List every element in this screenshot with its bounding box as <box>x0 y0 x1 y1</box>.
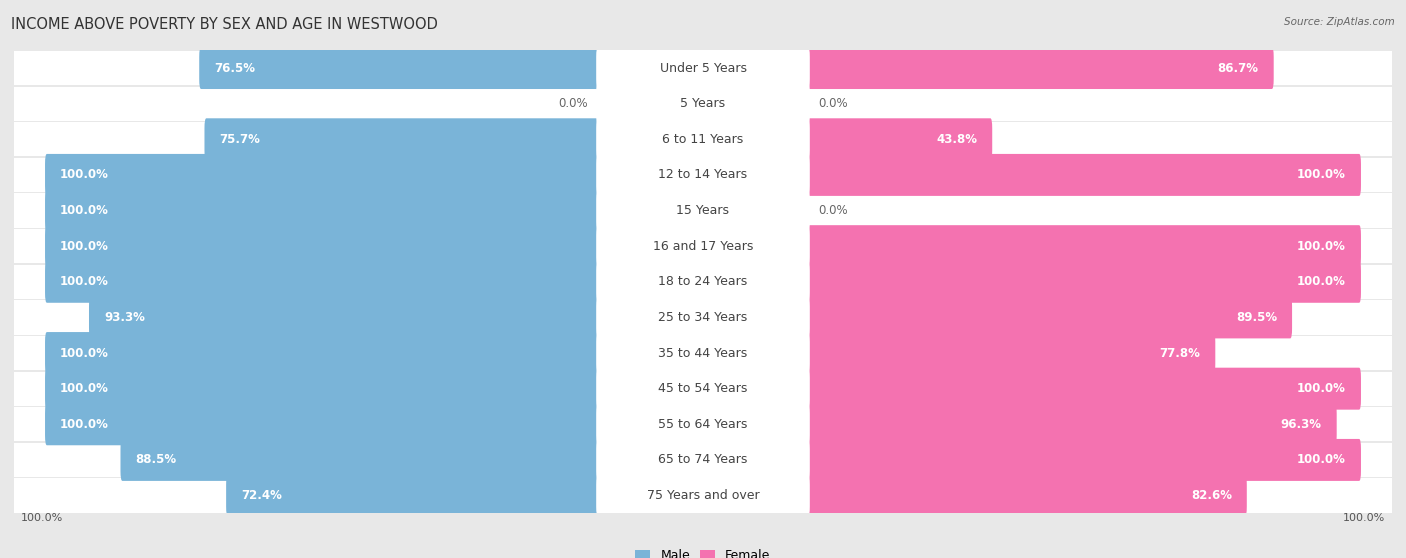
FancyBboxPatch shape <box>702 296 1292 338</box>
FancyBboxPatch shape <box>596 47 810 89</box>
Text: INCOME ABOVE POVERTY BY SEX AND AGE IN WESTWOOD: INCOME ABOVE POVERTY BY SEX AND AGE IN W… <box>11 17 439 32</box>
FancyBboxPatch shape <box>702 261 1361 303</box>
Text: 100.0%: 100.0% <box>1298 240 1346 253</box>
FancyBboxPatch shape <box>596 154 810 196</box>
FancyBboxPatch shape <box>596 368 810 410</box>
FancyBboxPatch shape <box>45 261 704 303</box>
FancyBboxPatch shape <box>702 474 1247 517</box>
FancyBboxPatch shape <box>45 154 704 196</box>
FancyBboxPatch shape <box>702 154 1361 196</box>
Text: 65 to 74 Years: 65 to 74 Years <box>658 454 748 466</box>
Bar <box>14 407 1392 441</box>
Text: 100.0%: 100.0% <box>60 418 108 431</box>
FancyBboxPatch shape <box>596 190 810 232</box>
FancyBboxPatch shape <box>596 474 810 517</box>
FancyBboxPatch shape <box>702 368 1361 410</box>
FancyBboxPatch shape <box>702 439 1361 481</box>
Bar <box>14 443 1392 477</box>
Text: 100.0%: 100.0% <box>1298 382 1346 395</box>
Legend: Male, Female: Male, Female <box>630 544 776 558</box>
Text: 75 Years and over: 75 Years and over <box>647 489 759 502</box>
Text: 100.0%: 100.0% <box>60 347 108 359</box>
FancyBboxPatch shape <box>45 368 704 410</box>
FancyBboxPatch shape <box>702 225 1361 267</box>
FancyBboxPatch shape <box>121 439 704 481</box>
Text: 75.7%: 75.7% <box>219 133 260 146</box>
FancyBboxPatch shape <box>200 47 704 89</box>
Text: 25 to 34 Years: 25 to 34 Years <box>658 311 748 324</box>
Text: 77.8%: 77.8% <box>1160 347 1201 359</box>
Bar <box>14 336 1392 370</box>
Bar <box>14 122 1392 156</box>
Text: 55 to 64 Years: 55 to 64 Years <box>658 418 748 431</box>
Text: Under 5 Years: Under 5 Years <box>659 61 747 75</box>
Text: 6 to 11 Years: 6 to 11 Years <box>662 133 744 146</box>
Text: 88.5%: 88.5% <box>135 454 177 466</box>
Bar <box>14 86 1392 121</box>
Text: Source: ZipAtlas.com: Source: ZipAtlas.com <box>1284 17 1395 27</box>
Text: 93.3%: 93.3% <box>104 311 145 324</box>
Text: 43.8%: 43.8% <box>936 133 977 146</box>
Text: 15 Years: 15 Years <box>676 204 730 217</box>
FancyBboxPatch shape <box>45 190 704 232</box>
FancyBboxPatch shape <box>596 439 810 481</box>
FancyBboxPatch shape <box>596 118 810 160</box>
Text: 100.0%: 100.0% <box>1343 513 1385 523</box>
Bar <box>14 194 1392 228</box>
Text: 72.4%: 72.4% <box>240 489 283 502</box>
Text: 100.0%: 100.0% <box>60 169 108 181</box>
FancyBboxPatch shape <box>596 225 810 267</box>
FancyBboxPatch shape <box>226 474 704 517</box>
FancyBboxPatch shape <box>702 403 1337 445</box>
Text: 82.6%: 82.6% <box>1191 489 1232 502</box>
Bar <box>14 264 1392 299</box>
Text: 100.0%: 100.0% <box>60 204 108 217</box>
Text: 89.5%: 89.5% <box>1236 311 1277 324</box>
FancyBboxPatch shape <box>596 296 810 338</box>
Text: 96.3%: 96.3% <box>1281 418 1322 431</box>
Text: 100.0%: 100.0% <box>60 275 108 288</box>
Text: 0.0%: 0.0% <box>818 97 848 110</box>
Text: 45 to 54 Years: 45 to 54 Years <box>658 382 748 395</box>
Text: 76.5%: 76.5% <box>214 61 254 75</box>
Text: 100.0%: 100.0% <box>1298 275 1346 288</box>
Bar <box>14 158 1392 192</box>
FancyBboxPatch shape <box>45 332 704 374</box>
Text: 5 Years: 5 Years <box>681 97 725 110</box>
Bar <box>14 478 1392 513</box>
Text: 100.0%: 100.0% <box>1298 454 1346 466</box>
Text: 100.0%: 100.0% <box>60 382 108 395</box>
FancyBboxPatch shape <box>702 118 993 160</box>
FancyBboxPatch shape <box>89 296 704 338</box>
FancyBboxPatch shape <box>596 332 810 374</box>
Bar <box>14 372 1392 406</box>
Text: 100.0%: 100.0% <box>21 513 63 523</box>
Text: 86.7%: 86.7% <box>1218 61 1258 75</box>
Bar <box>14 300 1392 334</box>
FancyBboxPatch shape <box>596 83 810 124</box>
Text: 16 and 17 Years: 16 and 17 Years <box>652 240 754 253</box>
Text: 100.0%: 100.0% <box>1298 169 1346 181</box>
FancyBboxPatch shape <box>45 225 704 267</box>
FancyBboxPatch shape <box>204 118 704 160</box>
Bar <box>14 51 1392 85</box>
Text: 100.0%: 100.0% <box>60 240 108 253</box>
FancyBboxPatch shape <box>702 332 1215 374</box>
Text: 18 to 24 Years: 18 to 24 Years <box>658 275 748 288</box>
FancyBboxPatch shape <box>596 403 810 445</box>
FancyBboxPatch shape <box>45 403 704 445</box>
Bar <box>14 229 1392 263</box>
Text: 12 to 14 Years: 12 to 14 Years <box>658 169 748 181</box>
FancyBboxPatch shape <box>596 261 810 303</box>
Text: 0.0%: 0.0% <box>818 204 848 217</box>
Text: 35 to 44 Years: 35 to 44 Years <box>658 347 748 359</box>
Text: 0.0%: 0.0% <box>558 97 588 110</box>
FancyBboxPatch shape <box>702 47 1274 89</box>
